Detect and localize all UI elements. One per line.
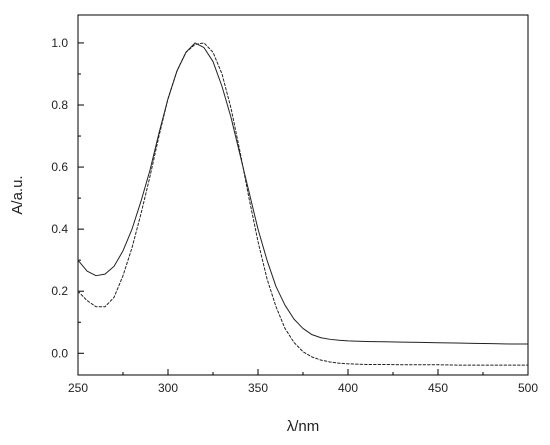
- dashed-series-line: [77, 42, 529, 366]
- y-tick-label: 0.0: [51, 346, 68, 360]
- x-tick-label: 450: [428, 381, 448, 395]
- y-tick-label: 0.8: [51, 98, 68, 112]
- y-axis-title: A/a.u.: [9, 175, 26, 214]
- x-tick-label: 250: [68, 381, 88, 395]
- x-tick-label: 350: [248, 381, 268, 395]
- series-layer: [77, 42, 529, 366]
- y-tick-label: 0.6: [51, 160, 68, 174]
- y-tick-label: 1.0: [51, 36, 68, 50]
- x-tick-label: 400: [338, 381, 358, 395]
- solid-series-line: [77, 42, 529, 345]
- x-axis-title: λ/nm: [287, 418, 320, 435]
- y-tick-label: 0.2: [51, 284, 68, 298]
- x-tick-label: 500: [518, 381, 538, 395]
- ticks-layer: 250 300 350 400 450 500 0.0 0.2 0.4 0.6 0.8 1.0: [51, 36, 538, 395]
- y-tick-label: 0.4: [51, 222, 68, 236]
- x-tick-label: 300: [158, 381, 178, 395]
